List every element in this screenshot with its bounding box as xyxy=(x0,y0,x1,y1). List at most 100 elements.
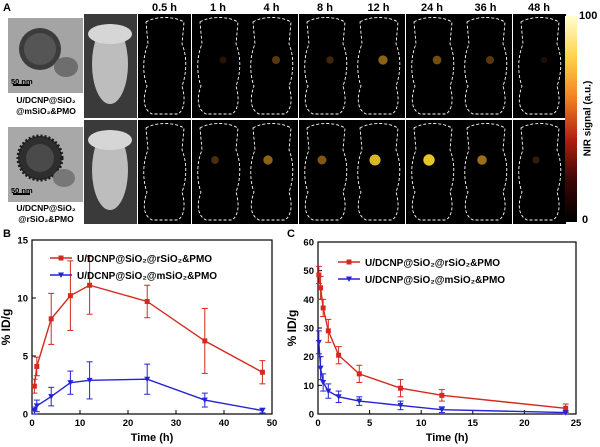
x-tick-label: 25 xyxy=(571,418,582,429)
nir-image-tile xyxy=(459,120,512,224)
x-tick-label: 5 xyxy=(367,418,373,429)
x-tick-label: 10 xyxy=(75,418,86,429)
mouse-photo-row2 xyxy=(84,120,137,224)
nir-image-tile xyxy=(405,14,459,118)
data-point xyxy=(34,363,40,369)
data-point xyxy=(398,385,404,391)
legend-label: U/DCNP@SiO₂@rSiO₂&PMO xyxy=(77,254,212,265)
time-label: 12 h xyxy=(367,2,390,14)
series-line xyxy=(33,378,263,412)
mouse-photo-row1 xyxy=(84,14,137,118)
data-point xyxy=(259,369,265,375)
nir-image-tile xyxy=(298,14,352,118)
x-tick-label: 0 xyxy=(315,418,320,429)
y-tick-label: 0 xyxy=(309,410,314,421)
data-point xyxy=(316,272,322,278)
chart-c: 0 5 10 15 20 25 0 10 20 30 40 50 60 Time (h) % ID/g U/D… xyxy=(285,238,582,445)
x-tick-label: 40 xyxy=(219,418,230,429)
time-label: 0.5 h xyxy=(151,2,178,14)
scalebar-label: 50 nm xyxy=(11,77,33,86)
scalebar-label: 50 nm xyxy=(11,186,33,195)
x-tick-label: 20 xyxy=(123,418,134,429)
nir-image-tile xyxy=(405,120,459,224)
x-tick-label: 30 xyxy=(171,418,182,429)
nir-image-tile xyxy=(512,14,566,118)
data-point xyxy=(144,376,151,383)
data-point xyxy=(201,397,208,404)
y-tick-label: 10 xyxy=(303,381,314,392)
x-tick-label: 50 xyxy=(267,418,278,429)
nir-image-tile xyxy=(191,14,245,118)
x-axis-label: Time (h) xyxy=(131,432,174,444)
y-tick-label: 60 xyxy=(303,238,314,249)
nir-image-tile xyxy=(191,120,245,224)
data-point xyxy=(317,365,324,372)
time-label: 8 h xyxy=(317,2,333,14)
data-point xyxy=(315,339,322,346)
row-label-line1: U/DCNP@SiO₂ xyxy=(16,95,76,105)
row-label-line2: @rSiO₂&PMO xyxy=(18,214,74,224)
panel-a-letter: A xyxy=(3,2,11,14)
panel-c-letter: C xyxy=(287,228,295,240)
y-tick-label: 10 xyxy=(17,294,28,305)
colorbar xyxy=(565,16,577,222)
time-label: 4 h xyxy=(263,2,280,14)
data-point xyxy=(48,316,54,322)
y-tick-label: 40 xyxy=(303,295,314,306)
data-point xyxy=(31,383,37,389)
nir-image-tile xyxy=(298,120,352,224)
tem-image-msio2 xyxy=(8,18,83,93)
legend-marker xyxy=(58,255,64,261)
data-point xyxy=(67,380,74,386)
data-point xyxy=(86,377,93,384)
legend-marker xyxy=(346,276,352,282)
data-point xyxy=(562,410,569,416)
data-point xyxy=(48,394,55,400)
y-tick-label: 15 xyxy=(17,236,28,247)
y-axis-label: % ID/g xyxy=(0,309,13,346)
y-tick-label: 5 xyxy=(23,352,29,363)
x-tick-label: 20 xyxy=(519,418,530,429)
legend-label: U/DCNP@SiO₂@mSiO₂&PMO xyxy=(365,275,505,286)
nir-image-tile xyxy=(352,14,405,118)
time-label: 1 h xyxy=(210,2,226,14)
nir-image-tile xyxy=(245,14,298,118)
series-line xyxy=(33,284,263,387)
legend-label: U/DCNP@SiO₂@rSiO₂&PMO xyxy=(365,258,500,269)
nir-image-tile xyxy=(512,120,566,224)
data-point xyxy=(31,408,38,414)
y-tick-label: 0 xyxy=(23,410,28,421)
data-point xyxy=(563,405,569,411)
data-point xyxy=(356,371,362,377)
time-label: 48 h xyxy=(527,2,550,14)
data-point xyxy=(202,338,208,344)
data-point xyxy=(325,328,331,334)
legend-marker xyxy=(58,272,64,278)
data-point xyxy=(336,352,342,358)
y-tick-label: 20 xyxy=(303,352,314,363)
series-line xyxy=(318,342,566,414)
x-tick-label: 15 xyxy=(468,418,479,429)
data-point xyxy=(320,305,326,311)
data-point xyxy=(67,293,73,299)
data-point xyxy=(87,282,93,288)
chart-b: 0 10 20 30 40 50 0 5 10 15 Time (h) % ID/g U/DCNP@Si… xyxy=(0,236,278,445)
row-label-msio2: U/DCNP@SiO₂ @mSiO₂&PMO xyxy=(0,95,105,117)
data-point xyxy=(356,398,363,405)
colorbar-max: 100 xyxy=(579,10,598,22)
data-point xyxy=(335,394,342,400)
series-line xyxy=(318,274,566,409)
colorbar-label: NIR signal (a.u.) xyxy=(582,80,594,157)
data-point xyxy=(259,408,266,414)
data-point xyxy=(318,285,324,291)
nir-image-tile xyxy=(459,14,512,118)
data-point xyxy=(438,407,445,413)
colorbar-min: 0 xyxy=(582,214,589,226)
tem-image-rsio2 xyxy=(8,127,83,202)
row-label-rsio2: U/DCNP@SiO₂ @rSiO₂&PMO xyxy=(0,203,105,225)
nir-image-tile xyxy=(138,14,191,118)
data-point xyxy=(325,388,332,395)
nir-image-tile xyxy=(352,120,405,224)
plot-frame xyxy=(31,239,273,415)
row-label-line2: @mSiO₂&PMO xyxy=(16,106,76,116)
